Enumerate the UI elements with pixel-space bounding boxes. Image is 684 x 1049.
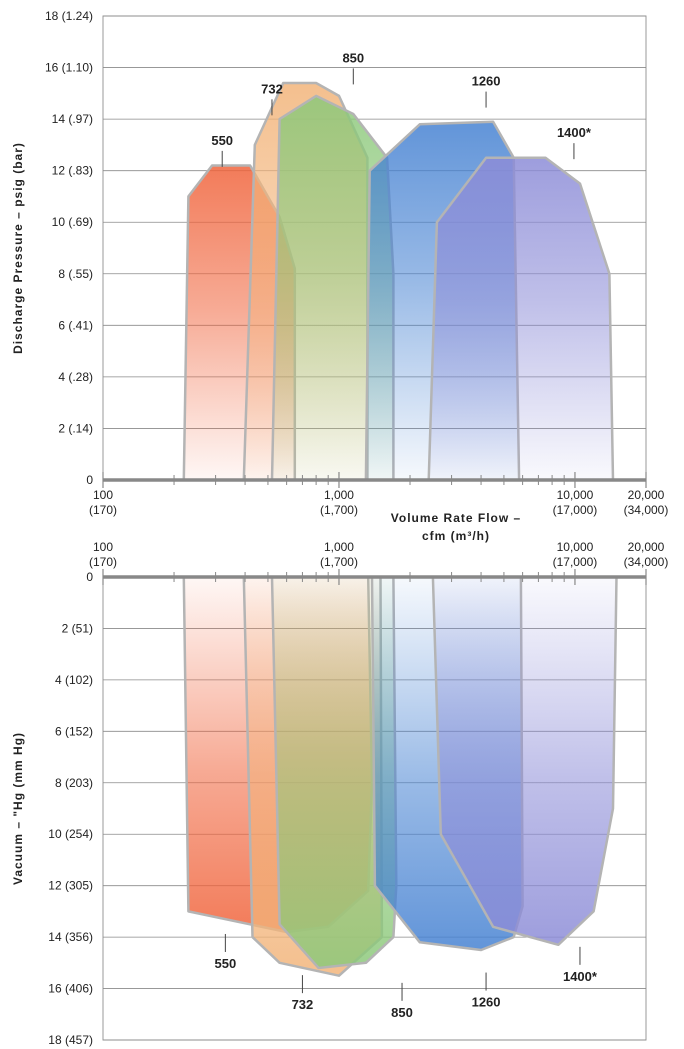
model-label: 1260 <box>472 74 501 89</box>
y-tick-label: 0 <box>86 473 93 487</box>
x-tick-label: 20,000 <box>628 488 665 502</box>
y-tick-label: 18 (457) <box>48 1033 93 1047</box>
x-tick-sublabel: (170) <box>89 503 117 517</box>
y-tick-label: 10 (.69) <box>52 215 93 229</box>
y-axis-title: Vacuum – "Hg (mm Hg) <box>11 732 25 885</box>
x-tick-sublabel: (1,700) <box>320 555 358 569</box>
vacuum-panel: 0 2 (51) 4 (102) 6 (152) 8 (203) 10 (254) 12 (… <box>11 540 668 1047</box>
pressure-panel: 0 2 (.14) 4 (.28) 6 (.41) 8 (.55) 10 (.69) 12 … <box>11 9 668 517</box>
model-label: 1400* <box>557 125 592 140</box>
y-tick-label: 14 (.97) <box>52 112 93 126</box>
x-axis-title-line1: Volume Rate Flow – <box>391 511 521 525</box>
x-tick-label: 10,000 <box>557 540 594 554</box>
x-tick-label: 100 <box>93 540 113 554</box>
y-tick-label: 2 (.14) <box>58 421 93 435</box>
y-tick-label: 8 (203) <box>55 776 93 790</box>
model-label: 732 <box>261 81 283 96</box>
x-tick-sublabel: (1,700) <box>320 503 358 517</box>
x-tick-label: 10,000 <box>557 488 594 502</box>
y-axis-title: Discharge Pressure – psig (bar) <box>11 142 25 354</box>
model-label: 1260 <box>472 995 501 1010</box>
y-tick-label: 10 (254) <box>48 827 93 841</box>
x-tick-sublabel: (17,000) <box>553 555 598 569</box>
x-tick-sublabel: (17,000) <box>553 503 598 517</box>
y-tick-label: 14 (356) <box>48 930 93 944</box>
area-1400star <box>431 575 618 947</box>
x-tick-label: 20,000 <box>628 540 665 554</box>
x-axis-title-line2: cfm (m³/h) <box>422 529 490 543</box>
model-label: 1400* <box>563 969 598 984</box>
model-label: 732 <box>292 997 314 1012</box>
x-tick-sublabel: (170) <box>89 555 117 569</box>
model-label: 850 <box>342 50 364 65</box>
model-label: 550 <box>211 133 233 148</box>
y-tick-label: 2 (51) <box>62 621 93 635</box>
y-tick-label: 4 (102) <box>55 673 93 687</box>
x-tick-label: 1,000 <box>324 488 354 502</box>
y-tick-label: 4 (.28) <box>58 370 93 384</box>
y-tick-label: 6 (.41) <box>58 318 93 332</box>
x-tick-label: 100 <box>93 488 113 502</box>
y-tick-label: 0 <box>86 570 93 584</box>
x-tick-label: 1,000 <box>324 540 354 554</box>
area-1400star <box>427 156 615 482</box>
y-tick-label: 16 (1.10) <box>45 61 93 75</box>
x-tick-sublabel: (34,000) <box>624 503 669 517</box>
y-tick-label: 8 (.55) <box>58 267 93 281</box>
model-label: 850 <box>391 1005 413 1020</box>
y-tick-label: 18 (1.24) <box>45 9 93 23</box>
x-tick-sublabel: (34,000) <box>624 555 669 569</box>
y-tick-label: 16 (406) <box>48 982 93 996</box>
y-tick-label: 12 (.83) <box>52 164 93 178</box>
y-tick-label: 12 (305) <box>48 879 93 893</box>
model-label: 550 <box>215 956 237 971</box>
y-tick-label: 6 (152) <box>55 724 93 738</box>
